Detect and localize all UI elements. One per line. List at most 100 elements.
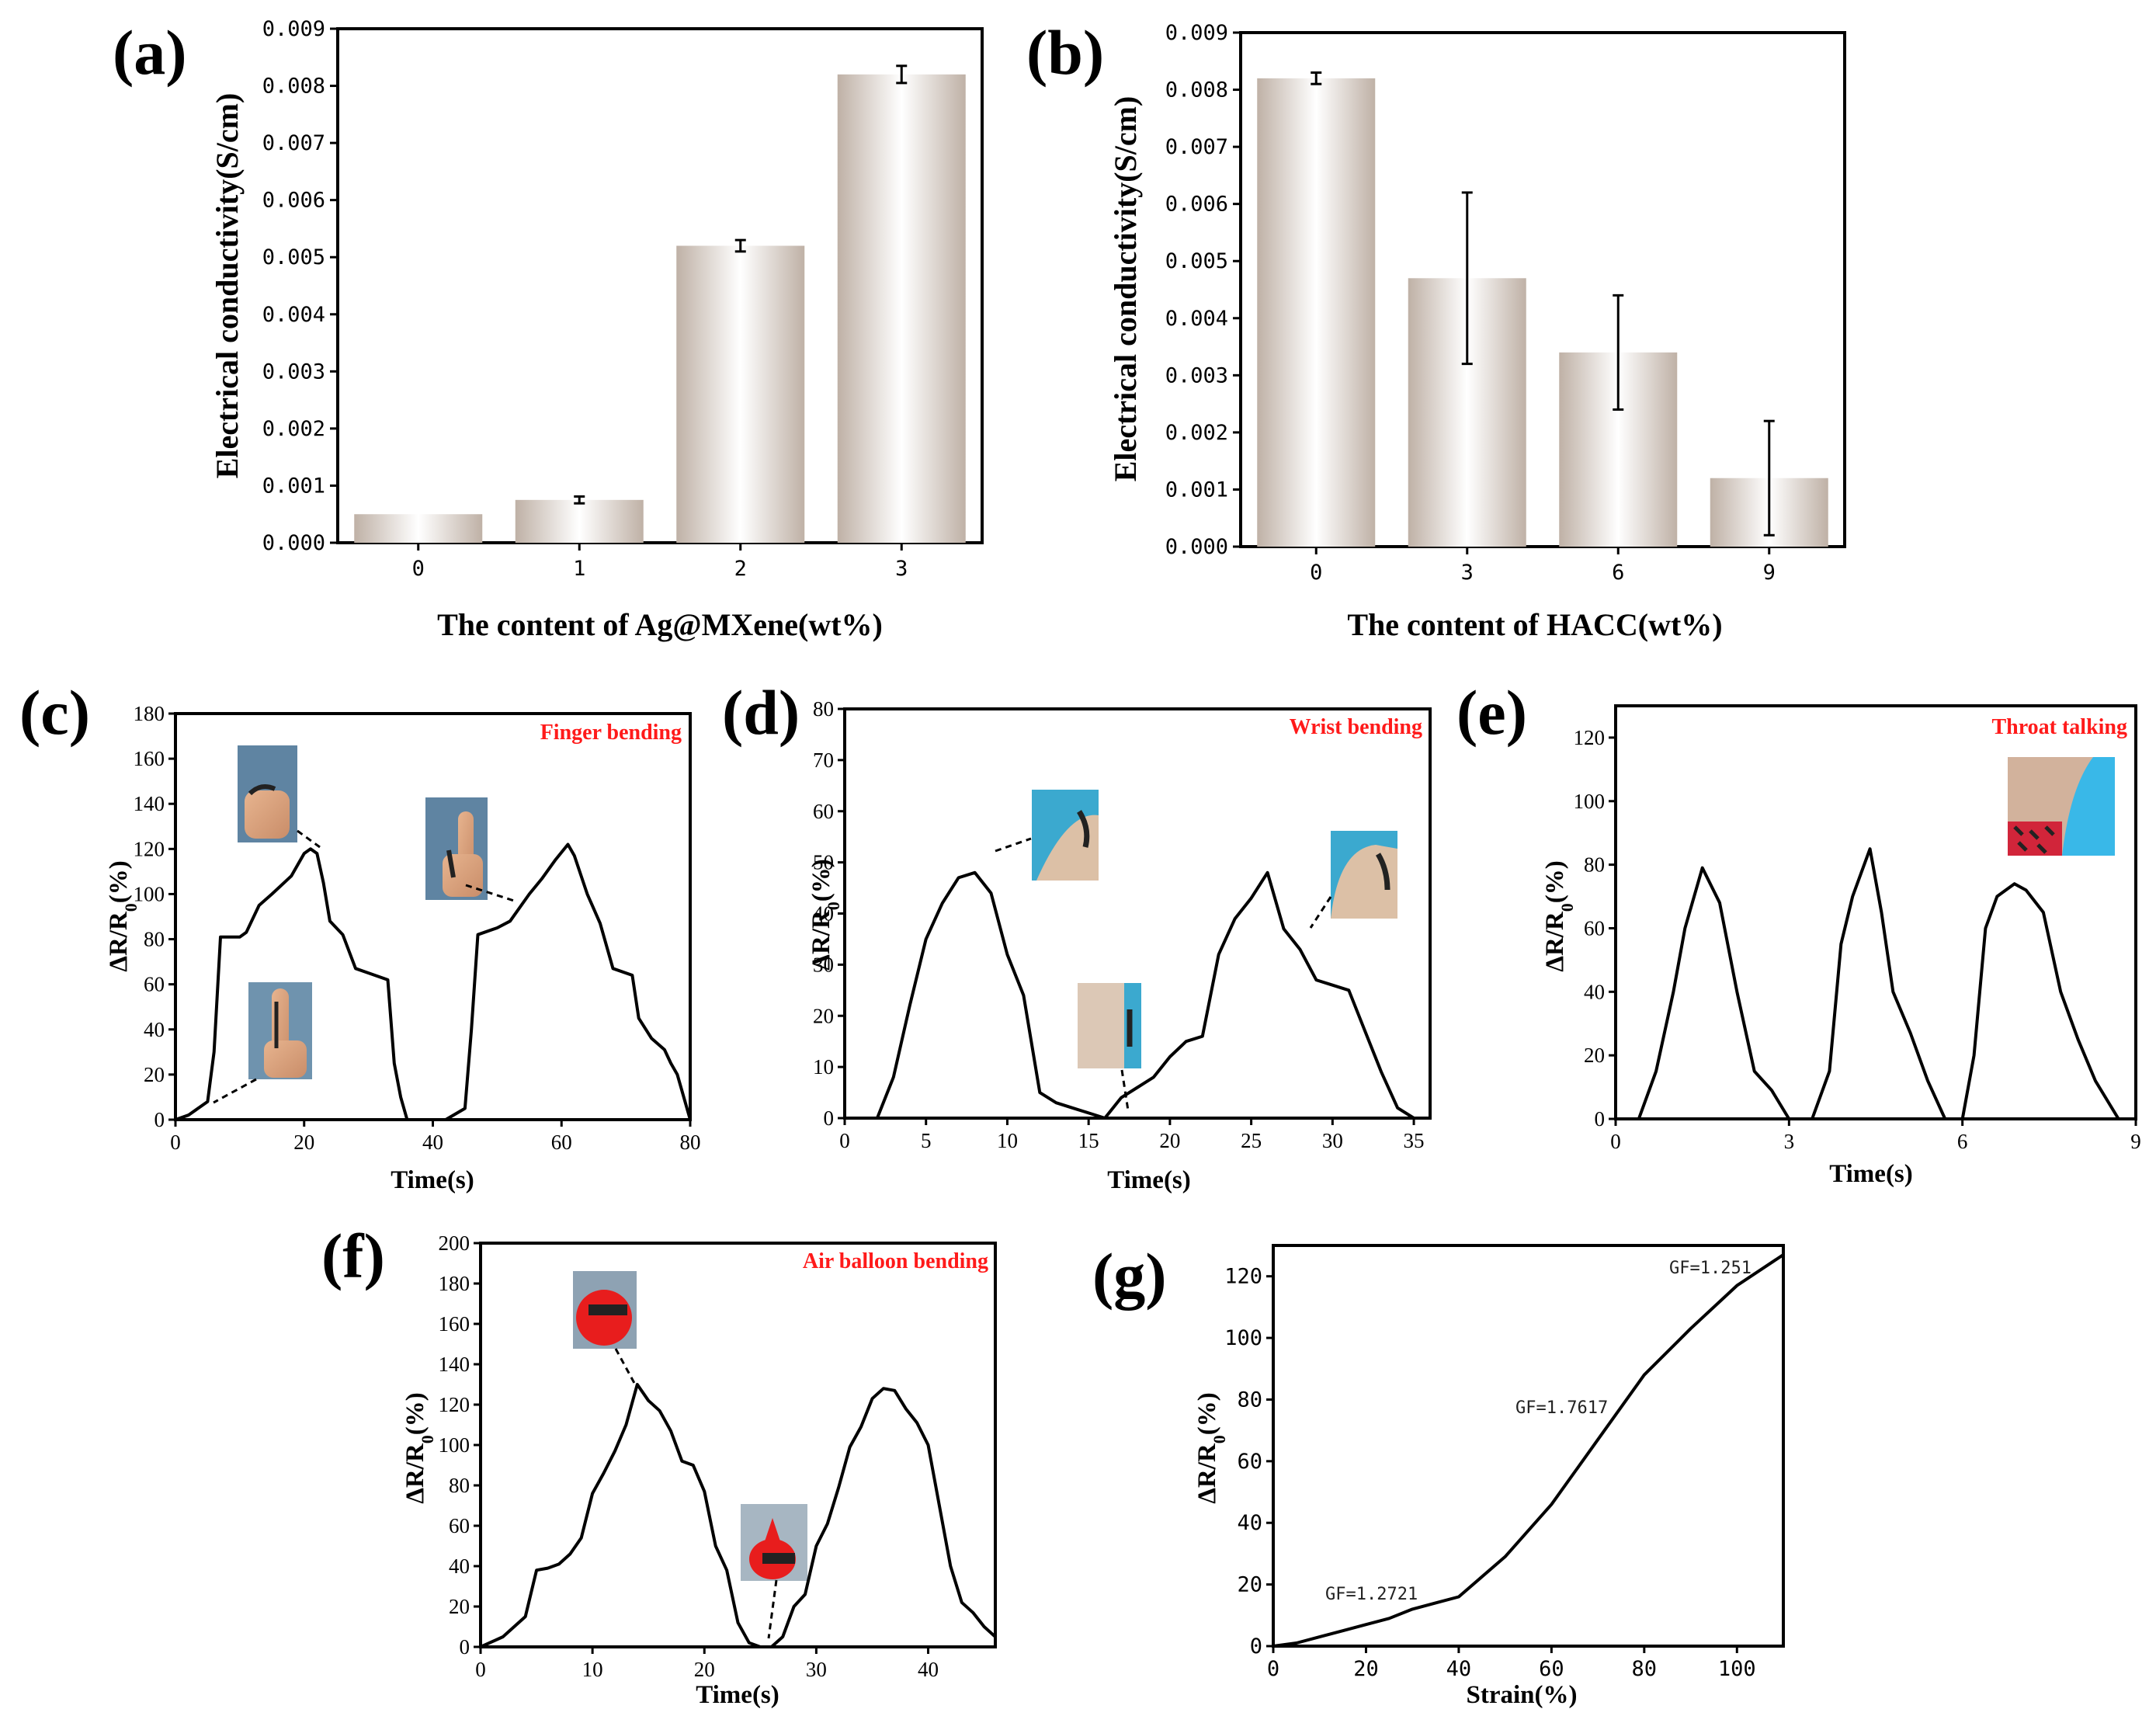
panel-label-g: (g) [1092,1240,1167,1311]
y-tick-label: 180 [439,1272,470,1295]
y-tick-label: 120 [439,1393,470,1416]
y-tick-label: 60 [144,973,165,996]
y-tick-label: 0 [824,1106,835,1130]
y-tick-label: 100 [134,882,165,905]
panel-label-f: (f) [321,1221,385,1291]
ticks-b: 0.000 0.001 0.002 0.003 0.004 0.005 0.006 0.007… [1165,21,1776,585]
x-tick-label: 40 [422,1131,443,1154]
y-tick-label: 0.003 [1165,363,1228,387]
y-tick-label: 40 [144,1018,165,1041]
x-axis-title-c: Time(s) [391,1166,474,1194]
x-tick-label: 60 [1539,1657,1564,1681]
balloon-photo-pressed [741,1504,807,1581]
y-tick-label: 20 [813,1004,834,1027]
y-tick-label: 40 [1237,1511,1262,1535]
x-tick-label: 80 [680,1131,701,1154]
ticks-d: 0 10 20 30 40 50 60 70 80 0 5 10 15 20 25 30 35 [813,697,1425,1152]
y-tick-label: 0.006 [262,189,325,213]
y-axis-title-d: ΔR/R0(%) [807,859,843,971]
x-tick-label: 3 [895,557,908,581]
y-tick-label: 60 [813,800,834,823]
panel-f: (f) 0 20 40 60 80 100 120 140 160 180 200 0 10 20 30 40… [321,1221,997,1709]
inset-pointers-d [995,837,1332,1111]
x-axis-title-b: The content of HACC(wt%) [1347,607,1722,642]
y-tick-label: 80 [1237,1388,1262,1412]
finger-photo-bent [238,745,297,842]
plot-frame-e [1614,704,2137,1120]
inset-pointers-f [614,1348,778,1639]
y-tick-label: 0 [154,1108,165,1131]
bar [1257,78,1376,547]
panel-label-d: (d) [722,677,800,748]
y-tick-label: 0.001 [1165,478,1228,502]
line-series-g [1272,1253,1785,1648]
y-tick-label: 0.008 [1165,78,1228,102]
y-tick-label: 0.009 [1165,21,1228,45]
line-series-d [845,870,1415,1120]
gf-label-3: GF=1.251 [1669,1259,1752,1278]
y-tick-label: 0.001 [262,474,325,498]
x-tick-label: 30 [1322,1129,1343,1152]
x-tick-label: 20 [1353,1657,1379,1681]
y-tick-label: 0.009 [262,17,325,41]
y-tick-label: 120 [134,837,165,860]
x-tick-label: 3 [1784,1130,1795,1153]
y-tick-label: 200 [439,1231,470,1255]
x-tick-label: 80 [1632,1657,1658,1681]
y-tick-label: 80 [144,928,165,951]
panel-d: (d) 0 10 20 30 40 50 60 70 80 0 5 10 15 20 25 30 35 Wris… [722,677,1432,1194]
y-tick-label: 40 [1584,980,1605,1003]
x-axis-title-d: Time(s) [1107,1166,1191,1194]
y-tick-label: 80 [449,1474,470,1497]
ticks-a: 0.000 0.001 0.002 0.003 0.004 0.005 0.006 0.007… [262,17,908,581]
y-tick-label: 10 [813,1055,834,1079]
annotation-d: Wrist bending [1290,715,1422,739]
y-axis-title-e: ΔR/R0(%) [1541,860,1577,972]
x-tick-label: 20 [1159,1129,1180,1152]
wrist-photo-flat [1078,983,1141,1068]
y-tick-label: 0.007 [1165,135,1228,159]
gf-label-1: GF=1.2721 [1325,1585,1418,1604]
annotation-c: Finger bending [540,721,682,745]
y-tick-label: 140 [439,1353,470,1376]
error-bar [1763,419,1775,537]
y-tick-label: 0.004 [1165,307,1228,331]
panel-e: (e) 0 20 40 60 80 100 120 0 3 6 9 Throat talking T… [1456,677,2141,1188]
panel-g: (g) 0 20 40 60 80 100 120 0 20 40 60 80 100 GF=1.272… [1092,1240,1785,1709]
x-tick-label: 9 [1763,561,1776,585]
plot-frame-a [336,27,984,544]
bar [676,245,805,543]
y-tick-label: 20 [144,1063,165,1086]
x-tick-label: 40 [1446,1657,1472,1681]
annotation-f: Air balloon bending [803,1249,988,1273]
y-tick-label: 0.000 [1165,535,1228,559]
bar [837,74,966,544]
y-tick-label: 20 [1584,1044,1605,1067]
y-tick-label: 160 [134,747,165,770]
plot-frame-b [1239,31,1846,548]
x-tick-label: 30 [806,1658,827,1681]
y-tick-label: 20 [449,1595,470,1618]
x-tick-label: 40 [918,1658,939,1681]
x-tick-label: 0 [1610,1130,1621,1153]
x-tick-label: 20 [293,1131,314,1154]
y-tick-label: 0.007 [262,131,325,155]
y-axis-title-a: Electrical conductivity(S/cm) [210,93,245,479]
x-axis-title-e: Time(s) [1829,1160,1913,1188]
x-tick-label: 1 [573,557,585,581]
y-tick-label: 100 [1574,790,1606,813]
y-tick-label: 20 [1237,1573,1262,1597]
y-tick-label: 60 [1584,916,1605,940]
inset-pointers-c [213,829,515,1104]
y-tick-label: 0.003 [262,360,325,384]
plot-frame-f [479,1242,997,1648]
ticks-f: 0 20 40 60 80 100 120 140 160 180 200 0 10 20 30 40 [439,1231,939,1681]
y-tick-label: 70 [813,749,834,772]
y-tick-label: 0.005 [262,245,325,269]
y-tick-label: 100 [1224,1326,1262,1350]
x-tick-label: 10 [582,1658,603,1681]
y-tick-label: 80 [1584,853,1605,877]
balloon-photo-round [573,1271,637,1349]
